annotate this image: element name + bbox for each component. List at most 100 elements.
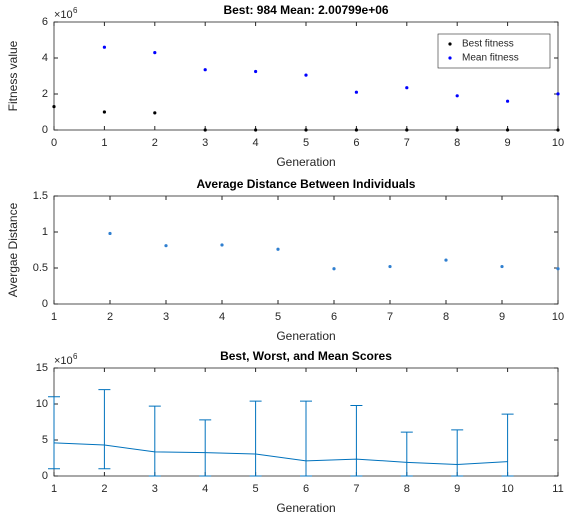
legend-label: Best fitness (462, 39, 514, 50)
y-axis-label: Fitness value (6, 40, 20, 111)
axes-box (53, 195, 559, 305)
y-tick-label: 5 (42, 434, 48, 446)
error-bar (48, 396, 60, 470)
x-axis-label: Generation (276, 329, 335, 343)
legend-box (437, 33, 551, 69)
y-tick-label: 0 (42, 298, 48, 310)
x-tick-label: 1 (51, 311, 57, 323)
x-tick-label: 7 (353, 483, 359, 495)
x-axis-label: Generation (276, 501, 335, 515)
x-tick-label: 8 (454, 137, 460, 149)
point (304, 128, 308, 132)
error-bar (199, 419, 212, 477)
x-axis-label: Generation (276, 155, 335, 169)
legend-label: Mean fitness (462, 53, 519, 64)
x-tick-label: 6 (303, 483, 309, 495)
point (254, 69, 258, 74)
error-bar (451, 429, 464, 477)
subplot: Best: 984 Mean: 2.00799e+06 Generation Fit… (6, 3, 564, 169)
x-tick-label: 6 (331, 311, 337, 323)
point (506, 99, 510, 103)
x-tick-label: 2 (152, 137, 158, 149)
x-tick-label: 3 (202, 137, 208, 149)
x-tick-label: 5 (303, 137, 309, 149)
point (304, 73, 308, 77)
x-tick-label: 3 (152, 483, 158, 495)
point (108, 231, 112, 236)
mean-line (53, 442, 508, 465)
x-tick-label: 2 (101, 483, 107, 495)
point (153, 111, 157, 115)
y-multiplier-exponent: 6 (73, 352, 78, 361)
chart-title: Average Distance Between Individuals (197, 177, 416, 191)
y-tick-label: 1.5 (33, 190, 48, 202)
point (455, 94, 459, 98)
y-tick-label: 2 (42, 88, 48, 100)
y-tick-label: 0.5 (33, 262, 48, 274)
point (153, 51, 157, 55)
error-bar (501, 413, 514, 477)
error-bar (148, 405, 161, 477)
subplot: Best, Worst, and Mean Scores Generation ×1… (36, 349, 564, 515)
x-tick-label: 11 (552, 483, 563, 495)
x-tick-label: 2 (107, 311, 113, 323)
point (254, 128, 258, 132)
x-tick-label: 10 (501, 483, 513, 495)
legend-marker (448, 42, 452, 46)
x-tick-label: 7 (404, 137, 410, 149)
legend-marker (448, 56, 452, 60)
y-tick-label: 4 (42, 52, 48, 64)
y-axis-label: Avergae Distance (6, 202, 20, 297)
point (102, 45, 106, 49)
x-tick-label: 4 (253, 137, 259, 149)
y-multiplier: ×10 (54, 355, 73, 367)
x-tick-label: 9 (499, 311, 505, 323)
x-tick-label: 3 (163, 311, 169, 323)
x-tick-label: 5 (253, 483, 259, 495)
point (405, 128, 409, 132)
x-tick-label: 10 (552, 137, 564, 149)
point (354, 128, 358, 132)
chart-title: Best: 984 Mean: 2.00799e+06 (223, 3, 388, 17)
point (444, 258, 448, 262)
y-tick-label: 6 (42, 16, 48, 28)
x-tick-label: 7 (387, 311, 393, 323)
point (354, 90, 358, 94)
x-tick-label: 9 (454, 483, 460, 495)
point (556, 267, 560, 271)
error-bar (300, 400, 312, 477)
x-tick-label: 4 (219, 311, 225, 323)
error-bar (249, 400, 262, 477)
chart-title: Best, Worst, and Mean Scores (220, 349, 392, 363)
x-tick-label: 4 (202, 483, 208, 495)
point (220, 243, 224, 247)
point (388, 264, 392, 269)
point (500, 264, 504, 269)
x-tick-label: 0 (51, 137, 57, 149)
x-tick-label: 6 (353, 137, 359, 149)
point (332, 267, 336, 271)
point (556, 92, 560, 96)
point (405, 86, 409, 90)
x-tick-label: 10 (552, 311, 564, 323)
subplot: Average Distance Between Individuals Gene… (6, 177, 564, 343)
y-multiplier-exponent: 6 (73, 6, 78, 15)
error-bar (98, 389, 111, 470)
x-tick-label: 8 (443, 311, 449, 323)
point (52, 105, 56, 109)
error-bar (400, 431, 413, 477)
x-tick-label: 1 (101, 137, 107, 149)
y-tick-label: 1 (42, 226, 48, 238)
point (506, 128, 510, 132)
point (556, 128, 560, 132)
y-tick-label: 10 (36, 398, 48, 410)
x-tick-label: 5 (275, 311, 281, 323)
point (455, 128, 459, 132)
y-tick-label: 0 (42, 124, 48, 136)
y-tick-label: 0 (42, 470, 48, 482)
y-tick-label: 15 (36, 362, 48, 374)
point (203, 128, 207, 132)
error-bar (350, 404, 363, 477)
x-tick-label: 9 (505, 137, 511, 149)
